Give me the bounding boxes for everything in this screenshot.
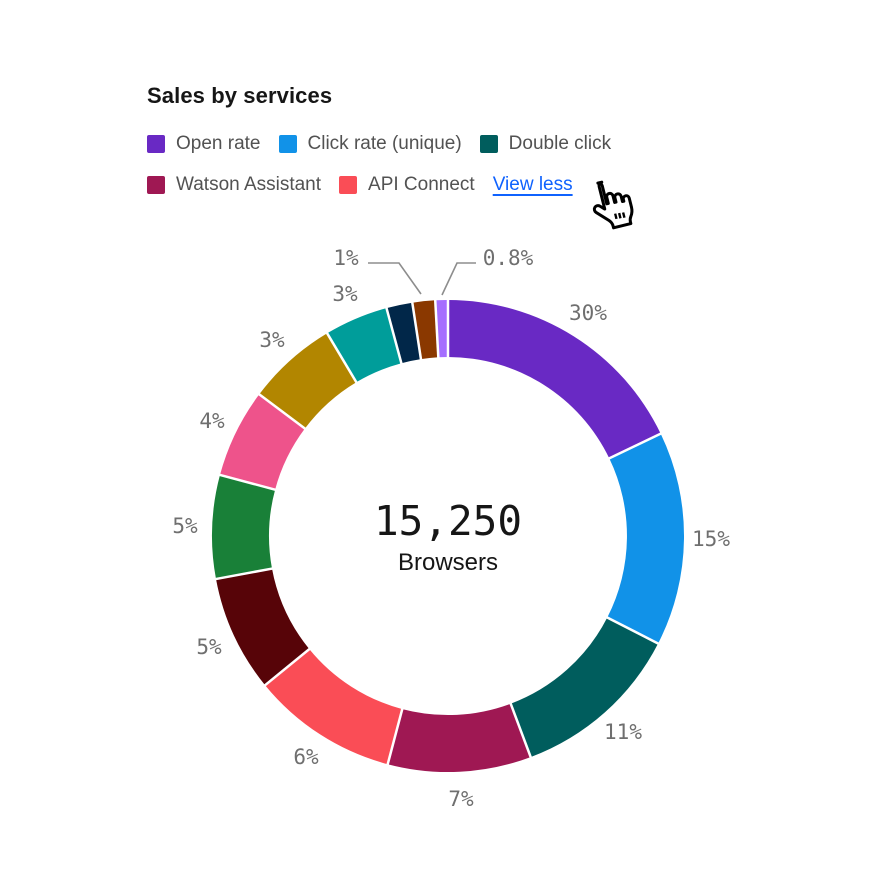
segment-gap — [509, 702, 533, 759]
donut-segment-api-connect[interactable] — [265, 649, 403, 765]
segment-gap — [214, 567, 274, 581]
legend-item-label: Double click — [508, 133, 612, 154]
segment-percent-label: 30% — [569, 301, 607, 325]
segment-percent-label: 1% — [333, 246, 359, 270]
segment-percent-label: 5% — [172, 514, 198, 538]
segment-gap — [386, 707, 404, 766]
segment-gap — [257, 392, 307, 431]
legend-swatch — [339, 176, 358, 194]
segment-gap — [218, 473, 277, 492]
segment-gap — [325, 331, 358, 384]
legend-item-double-click[interactable]: Double click — [479, 133, 612, 155]
chart-title: Sales by services — [147, 83, 333, 108]
segment-percent-label: 3% — [259, 328, 285, 352]
donut-segment-watson-assistant[interactable] — [387, 703, 531, 773]
hand-pointer-cursor-icon — [592, 180, 634, 230]
legend-item-api-connect[interactable]: API Connect — [339, 174, 475, 196]
segment-gap — [410, 301, 423, 361]
legend-item-label: Watson Assistant — [176, 174, 322, 195]
segment-gap — [385, 306, 403, 365]
segment-percent-label: 11% — [604, 720, 642, 744]
legend-item-watson-assistant[interactable]: Watson Assistant — [147, 174, 321, 196]
segment-gap — [433, 299, 440, 359]
view-less-link[interactable]: View less — [492, 174, 573, 195]
label-leader-line — [368, 262, 422, 295]
donut-center-label: Browsers — [397, 549, 499, 576]
segment-percent-label: 5% — [196, 635, 222, 659]
legend-swatch — [147, 135, 165, 153]
legend-item-click-rate-unique[interactable]: Click rate (unique) — [278, 133, 462, 155]
segment-percent-label: 4% — [199, 409, 225, 433]
donut-segment-click-rate-unique[interactable] — [607, 433, 685, 644]
label-leader-line — [441, 262, 476, 296]
donut-segment-10[interactable] — [386, 302, 421, 364]
segment-gap — [605, 615, 660, 646]
segment-percent-label: 15% — [692, 527, 730, 551]
segment-gap — [607, 432, 663, 460]
donut-segment-open-rate[interactable] — [448, 300, 661, 459]
legend-item-open-rate[interactable]: Open rate — [147, 133, 261, 155]
legend-item-label: Open rate — [176, 133, 261, 154]
legend-item-label: API Connect — [368, 174, 475, 195]
segment-percent-label: 6% — [293, 745, 319, 769]
donut-center-value: 15,250 — [373, 497, 523, 545]
donut-segment-double-click[interactable] — [510, 617, 659, 758]
donut-segment-8[interactable] — [259, 333, 357, 429]
segment-gap — [263, 647, 311, 687]
legend-swatch — [147, 176, 165, 194]
legend-swatch — [278, 135, 297, 153]
segment-percent-label: 0.8% — [483, 246, 534, 270]
segment-percent-label: 7% — [448, 787, 474, 811]
segment-percent-label: 3% — [332, 282, 358, 306]
chart-legend: Open rate Click rate (unique) Double click… — [147, 133, 652, 196]
donut-segment-7[interactable] — [220, 394, 305, 490]
donut-segment-5[interactable] — [216, 568, 310, 686]
legend-item-label: Click rate (unique) — [307, 133, 462, 154]
legend-swatch — [479, 135, 498, 153]
donut-segment-6[interactable] — [212, 474, 276, 579]
